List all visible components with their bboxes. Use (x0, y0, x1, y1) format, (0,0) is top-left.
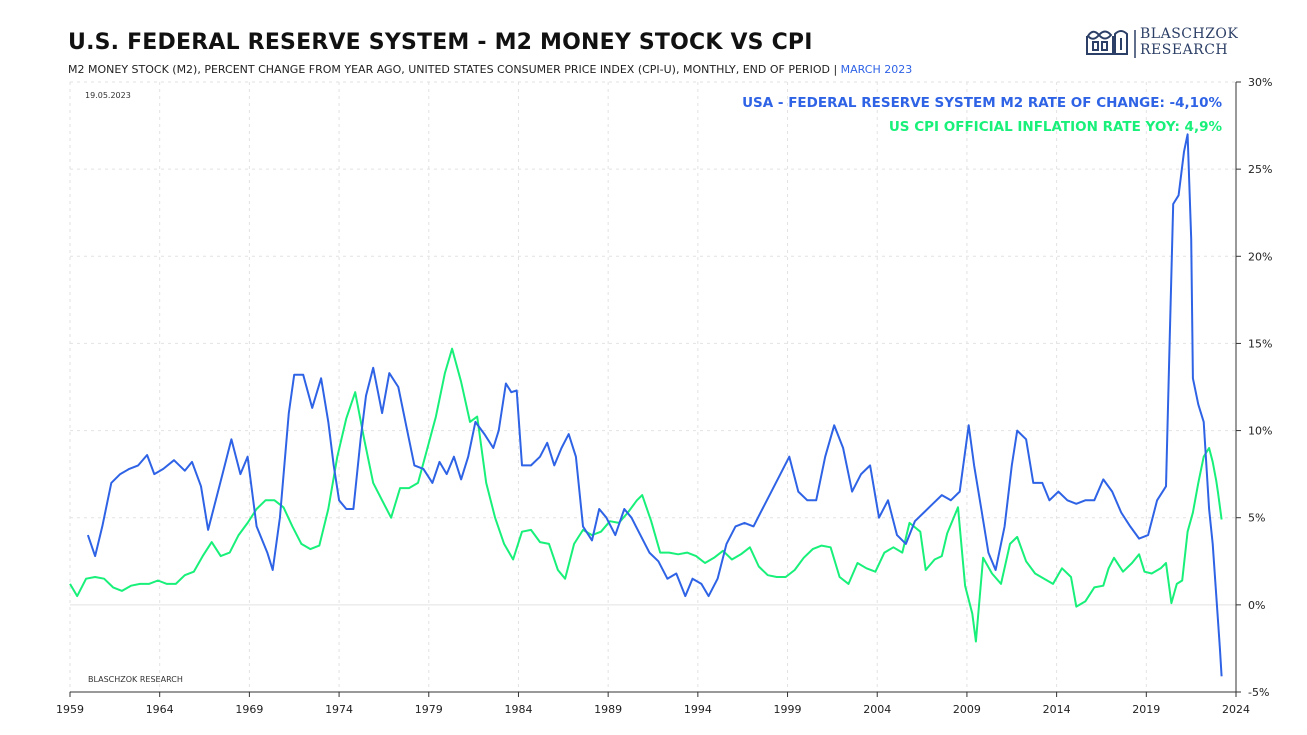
x-tick-label: 1959 (56, 703, 84, 716)
x-tick-label: 1979 (415, 703, 443, 716)
watermark: BLASCHZOK RESEARCH (88, 675, 183, 684)
x-tick-label: 2014 (1043, 703, 1071, 716)
series-line-m2 (86, 133, 1223, 677)
subtitle-period: MARCH 2023 (840, 63, 913, 76)
logo-line2: RESEARCH (1140, 42, 1229, 58)
x-tick-label: 1989 (594, 703, 622, 716)
y-tick-label: -5% (1248, 686, 1269, 699)
x-tick-label: 2019 (1132, 703, 1160, 716)
x-tick-label: 1969 (235, 703, 263, 716)
x-tick-label: 2009 (953, 703, 981, 716)
date-stamp: 19.05.2023 (85, 91, 131, 100)
chart-subtitle: M2 MONEY STOCK (M2), PERCENT CHANGE FROM… (68, 63, 912, 76)
series-line-cpi (69, 347, 1223, 643)
y-tick-label: 25% (1248, 163, 1272, 176)
x-tick-label: 1999 (774, 703, 802, 716)
logo-line1: BLASCHZOK (1140, 26, 1239, 42)
x-tick-label: 2024 (1222, 703, 1250, 716)
x-tick-label: 1984 (504, 703, 532, 716)
legend-cpi: US CPI OFFICIAL INFLATION RATE YOY: 4,9% (889, 119, 1223, 135)
y-tick-label: 15% (1248, 337, 1272, 350)
legend-m2: USA - FEDERAL RESERVE SYSTEM M2 RATE OF … (742, 95, 1222, 111)
chart-title: U.S. FEDERAL RESERVE SYSTEM - M2 MONEY S… (68, 30, 813, 55)
x-tick-label: 1994 (684, 703, 712, 716)
x-tick-label: 1974 (325, 703, 353, 716)
y-tick-label: 10% (1248, 425, 1272, 438)
y-tick-label: 5% (1248, 512, 1265, 525)
axes: 30% 25% 20% 15% 10% 5% 0% -5% 1959 1964 1969 1974 19… (56, 76, 1272, 716)
x-tick-label: 2004 (863, 703, 891, 716)
series-lines (69, 133, 1223, 677)
subtitle-text: M2 MONEY STOCK (M2), PERCENT CHANGE FROM… (68, 63, 838, 76)
grid-lines (69, 81, 1237, 693)
y-tick-label: 0% (1248, 599, 1265, 612)
y-tick-label: 30% (1248, 76, 1272, 89)
x-tick-label: 1964 (146, 703, 174, 716)
y-tick-label: 20% (1248, 250, 1272, 263)
logo-text: BLASCHZOK RESEARCH (1140, 26, 1238, 58)
logo-mark-icon (1086, 30, 1136, 58)
